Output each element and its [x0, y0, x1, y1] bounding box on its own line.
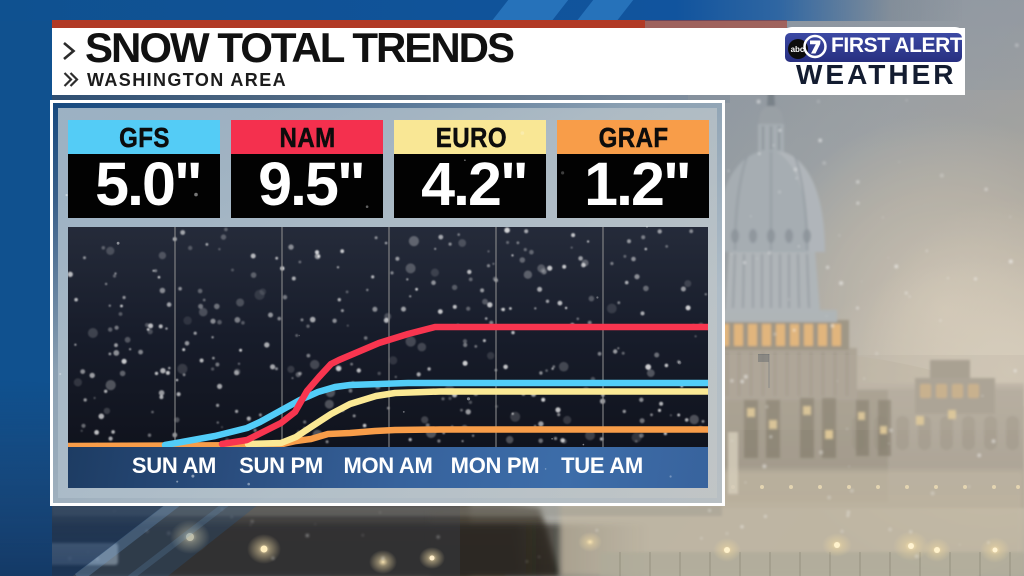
- svg-text:abc: abc: [791, 45, 805, 54]
